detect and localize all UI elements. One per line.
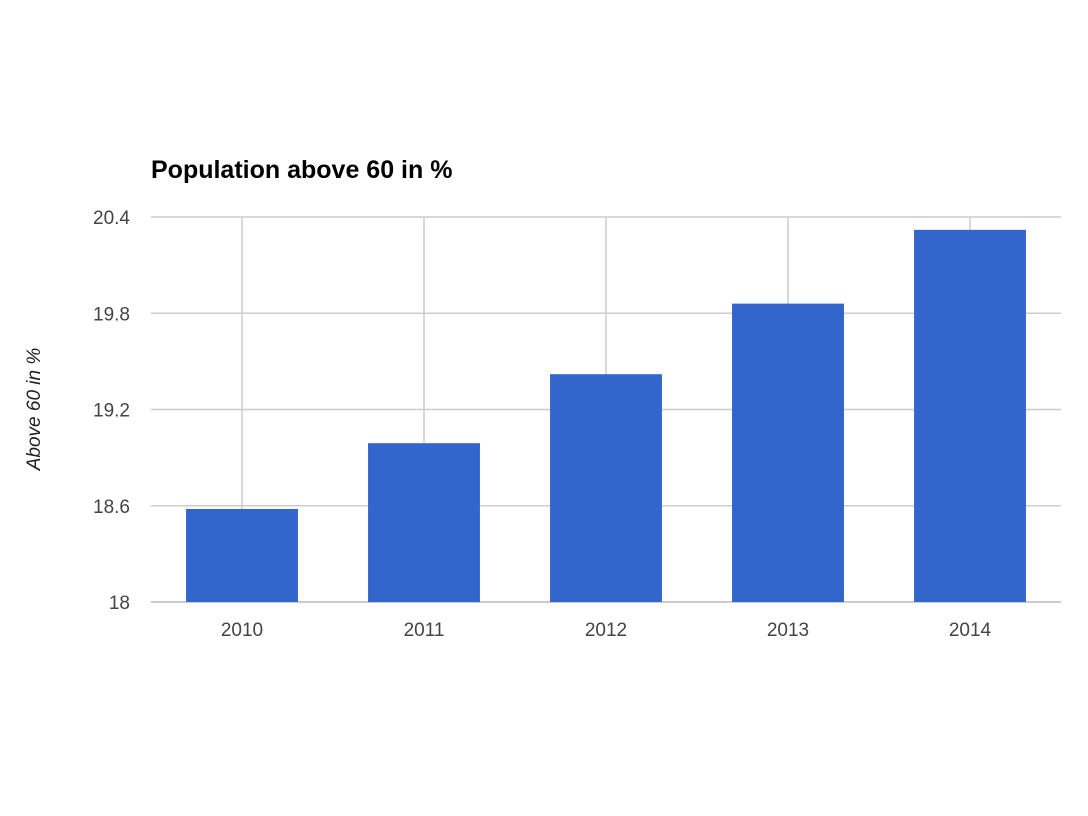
x-tick-label: 2014 bbox=[949, 620, 992, 641]
x-tick-label: 2013 bbox=[767, 620, 809, 641]
x-tick-label: 2011 bbox=[404, 620, 445, 641]
bar-2010[interactable] bbox=[186, 508, 298, 602]
y-tick-label: 20.4 bbox=[93, 208, 130, 229]
bars bbox=[186, 229, 1026, 603]
y-axis-title: Above 60 in % bbox=[24, 348, 45, 472]
x-axis-ticks: 2010 2011 2012 2013 2014 bbox=[221, 620, 992, 641]
chart-title: Population above 60 in % bbox=[151, 156, 452, 184]
x-tick-label: 2012 bbox=[585, 620, 627, 641]
y-tick-label: 18.6 bbox=[93, 497, 130, 518]
y-axis-ticks: 20.4 19.8 19.2 18.6 18 bbox=[93, 208, 130, 614]
x-tick-label: 2010 bbox=[221, 620, 263, 641]
bar-2011[interactable] bbox=[368, 443, 480, 602]
bar-2012[interactable] bbox=[550, 374, 662, 602]
y-tick-label: 19.2 bbox=[93, 401, 130, 422]
bar-2013[interactable] bbox=[732, 303, 844, 602]
y-tick-label: 18 bbox=[109, 593, 130, 614]
bar-2014[interactable] bbox=[914, 229, 1026, 603]
y-tick-label: 19.8 bbox=[93, 304, 130, 325]
